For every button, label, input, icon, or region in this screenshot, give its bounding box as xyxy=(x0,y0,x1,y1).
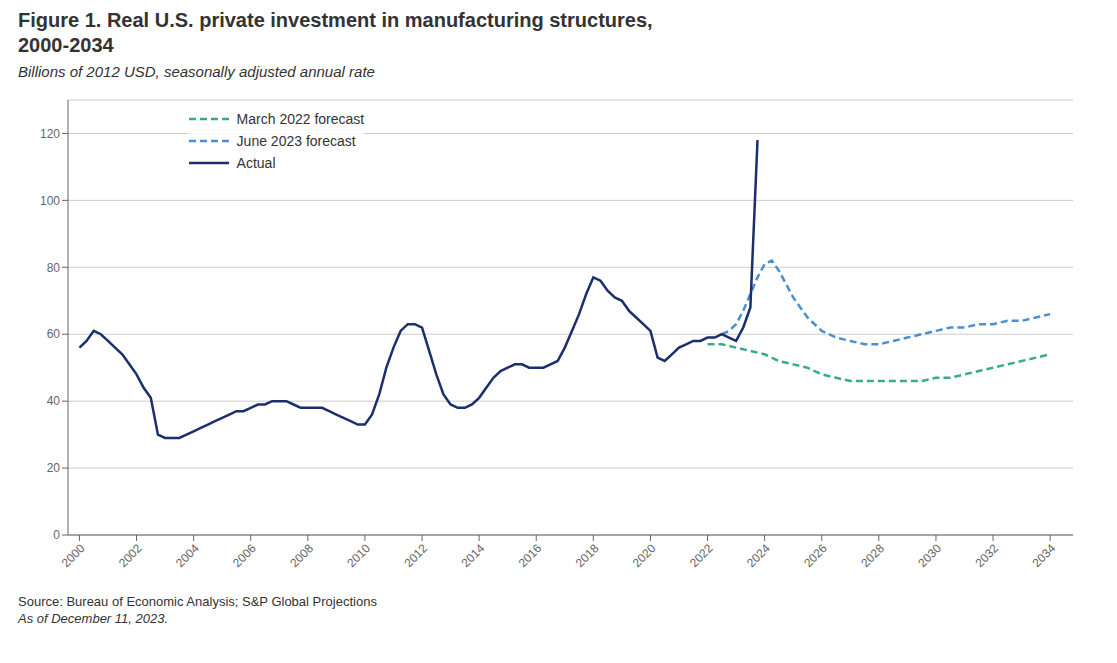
svg-text:2010: 2010 xyxy=(344,541,373,570)
html-text:March 2022 forecast: March 2022 forecast xyxy=(236,111,365,128)
svg-text:20: 20 xyxy=(47,462,61,476)
svg-text:2034: 2034 xyxy=(1030,541,1059,570)
html-text:Actual: Actual xyxy=(236,155,276,172)
html-text:Billions of 2012 USD, seasonal: Billions of 2012 USD, seasonally adjuste… xyxy=(18,63,375,80)
html-text:As of December 11, 2023.: As of December 11, 2023. xyxy=(18,611,169,627)
svg-text:40: 40 xyxy=(47,395,61,409)
svg-text:60: 60 xyxy=(47,328,61,342)
svg-text:2014: 2014 xyxy=(459,541,488,570)
html-text:Source: Bureau of Economic Ana: Source: Bureau of Economic Analysis; S&P… xyxy=(18,594,377,610)
svg-text:2028: 2028 xyxy=(858,541,887,570)
svg-text:2024: 2024 xyxy=(744,541,773,570)
svg-text:80: 80 xyxy=(47,261,61,275)
html-text:Figure 1. Real U.S. private in: Figure 1. Real U.S. private investment i… xyxy=(18,9,653,31)
svg-text:2008: 2008 xyxy=(287,541,316,570)
svg-text:2026: 2026 xyxy=(801,541,830,570)
svg-text:2018: 2018 xyxy=(573,541,602,570)
svg-text:2000: 2000 xyxy=(59,541,88,570)
html-text:June 2023 forecast: June 2023 forecast xyxy=(236,133,356,150)
svg-text:2004: 2004 xyxy=(173,541,202,570)
svg-text:2022: 2022 xyxy=(687,541,716,570)
svg-text:2006: 2006 xyxy=(230,541,259,570)
svg-text:2032: 2032 xyxy=(972,541,1001,570)
svg-text:2030: 2030 xyxy=(915,541,944,570)
svg-text:2020: 2020 xyxy=(630,541,659,570)
svg-text:120: 120 xyxy=(40,127,60,141)
svg-text:2012: 2012 xyxy=(401,541,430,570)
svg-text:100: 100 xyxy=(40,194,60,208)
svg-text:0: 0 xyxy=(53,529,60,543)
html-text:2000-2034: 2000-2034 xyxy=(18,34,114,56)
svg-text:2016: 2016 xyxy=(516,541,545,570)
svg-text:2002: 2002 xyxy=(116,541,145,570)
